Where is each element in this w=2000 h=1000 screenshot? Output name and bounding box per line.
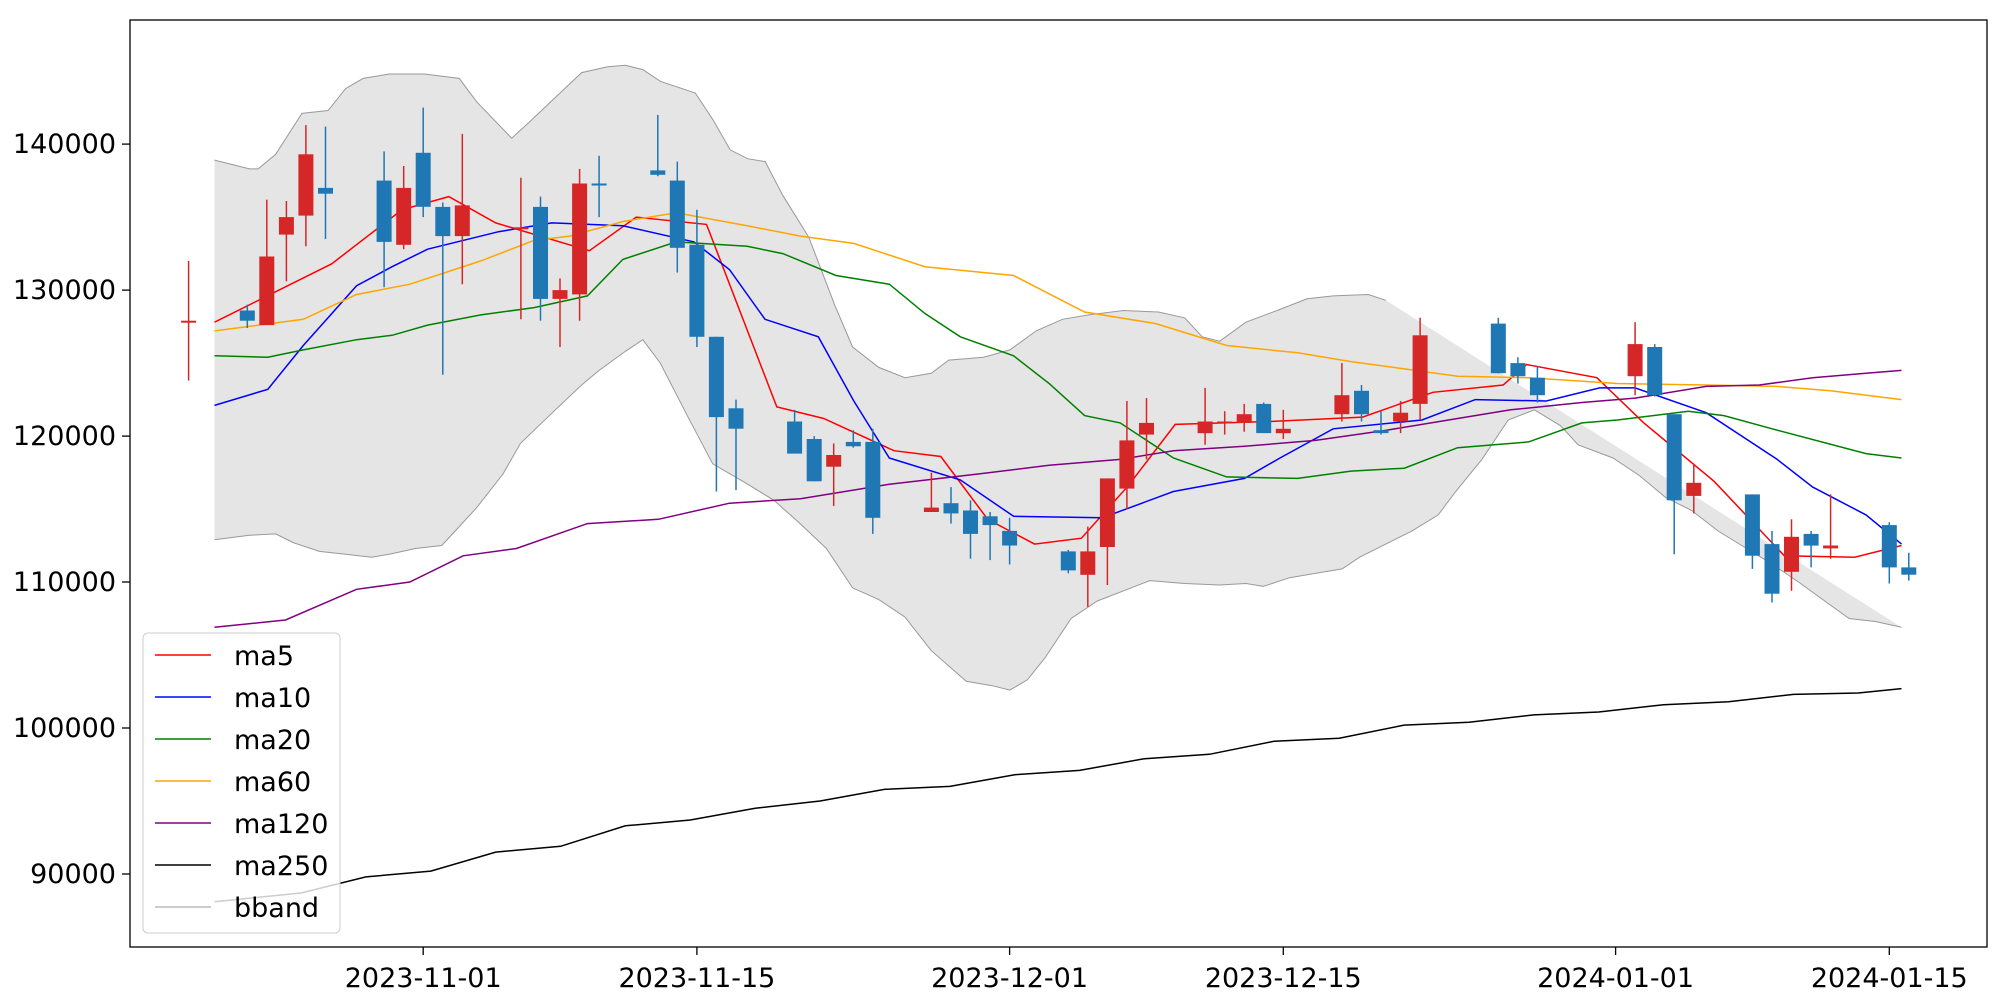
candle-body	[728, 408, 744, 429]
candle-body	[1099, 478, 1115, 547]
candle-body	[1627, 344, 1643, 377]
legend-label: bband	[234, 893, 319, 924]
bband-area	[214, 65, 1902, 691]
y-tick-label: 120000	[13, 421, 116, 452]
candle-body	[1119, 440, 1135, 489]
candle-body	[1002, 530, 1018, 546]
x-tick-label: 2023-11-15	[618, 963, 775, 994]
candle-body	[1080, 551, 1096, 575]
ma5-line	[214, 195, 1902, 558]
candle-body	[376, 180, 392, 242]
legend-label: ma20	[234, 725, 311, 756]
y-tick-label: 90000	[30, 859, 116, 890]
ma250-line	[214, 687, 1902, 903]
candle-body	[1823, 545, 1839, 549]
candle-body	[533, 206, 548, 299]
candle-body	[415, 152, 431, 207]
candle-body	[1666, 414, 1682, 501]
candle-body	[1647, 347, 1663, 396]
candle-body	[1393, 412, 1409, 422]
candle-body	[1901, 567, 1917, 575]
candle-body	[865, 441, 881, 518]
x-tick-label: 2023-12-15	[1205, 963, 1362, 994]
candle-body	[1275, 428, 1291, 434]
candle-body	[806, 439, 822, 482]
legend-label: ma5	[234, 641, 294, 672]
y-tick-label: 140000	[13, 129, 116, 160]
bollinger-band-layer	[214, 64, 1902, 691]
candle-body	[181, 320, 197, 323]
x-tick-label: 2024-01-01	[1537, 963, 1694, 994]
legend: ma5 ma10 ma20 ma60 ma120 ma250 bband	[142, 632, 341, 934]
candle-body	[923, 507, 939, 512]
candle-body	[298, 154, 314, 216]
candle-body	[708, 336, 724, 418]
candle-body	[1373, 430, 1389, 434]
candle-body	[1490, 323, 1506, 374]
bband-upper-line	[214, 64, 1386, 379]
candle-body	[1803, 533, 1819, 546]
legend-label: ma10	[234, 683, 311, 714]
candle-body	[1256, 403, 1272, 434]
axis-layer: 90000 100000 110000 120000 130000 140000 2023-…	[13, 129, 1968, 994]
candle-body	[1529, 377, 1545, 396]
y-tick-label: 110000	[13, 567, 116, 598]
candle-body	[259, 256, 275, 326]
candle-body	[591, 183, 607, 186]
candle-body	[963, 510, 978, 534]
candle-body	[278, 217, 294, 235]
candle-body	[572, 183, 588, 295]
candle-body	[943, 503, 959, 514]
x-tick-label: 2023-12-01	[931, 963, 1088, 994]
candle-body	[1744, 494, 1760, 556]
legend-label: ma60	[234, 767, 311, 798]
candle-body	[454, 205, 470, 237]
ma20-line	[214, 241, 1902, 480]
candle-body	[1510, 363, 1526, 377]
bband-lower-line	[214, 339, 1902, 691]
candle-body	[1412, 335, 1428, 404]
candle-body	[396, 187, 412, 245]
legend-label: ma120	[234, 809, 328, 840]
legend-box	[142, 632, 341, 934]
candle-body	[1334, 395, 1350, 415]
x-tick-label: 2023-11-01	[345, 963, 502, 994]
y-tick-label: 130000	[13, 275, 116, 306]
candle-body	[1764, 544, 1780, 594]
candle-body	[318, 187, 333, 194]
candle-body	[435, 206, 451, 237]
candle-body	[650, 170, 666, 175]
candle-body	[1784, 536, 1799, 572]
candle-body	[1060, 551, 1076, 571]
candle-body	[1197, 421, 1213, 434]
candle-body	[239, 310, 255, 321]
candle-body	[845, 441, 861, 447]
candle-body	[689, 244, 705, 337]
candlestick-layer	[181, 107, 1917, 607]
ma10-line	[214, 222, 1902, 545]
x-tick-label: 2024-01-15	[1811, 963, 1968, 994]
candle-body	[982, 516, 998, 526]
candle-body	[1139, 422, 1154, 435]
y-tick-label: 100000	[13, 713, 116, 744]
legend-label: ma250	[234, 851, 328, 882]
candle-body	[1236, 414, 1252, 423]
plot-frame	[129, 19, 1988, 948]
candle-body	[826, 455, 842, 467]
candle-body	[1881, 525, 1897, 568]
candle-body	[1217, 421, 1233, 424]
ma60-line	[214, 211, 1902, 401]
candle-body	[1354, 390, 1369, 415]
candle-body	[787, 421, 803, 454]
candle-body	[513, 227, 529, 230]
candle-body	[669, 180, 685, 248]
candle-body	[1686, 482, 1702, 496]
candle-body	[552, 290, 568, 299]
